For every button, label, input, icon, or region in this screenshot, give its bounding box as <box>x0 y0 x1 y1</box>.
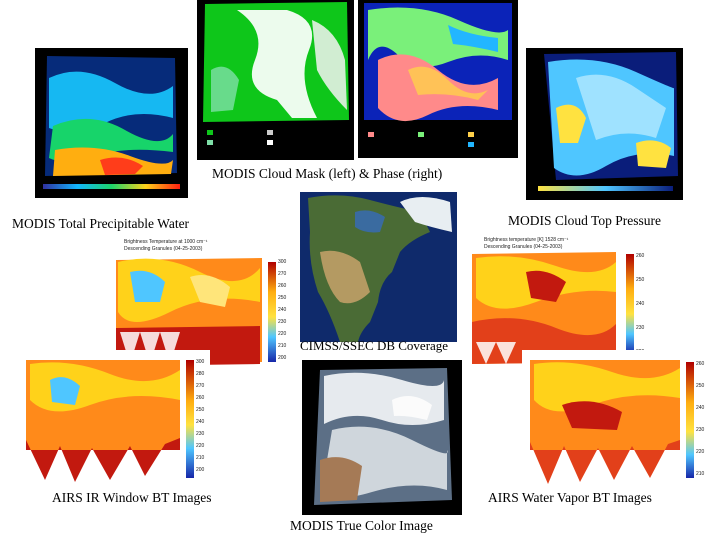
ir-bottom-tick-3: 260 <box>196 395 205 401</box>
modis-cloud-mask-panel <box>197 0 354 160</box>
wv-top-subtitle: Descending Granules (04-25-2003) <box>484 244 563 250</box>
caption-airs-water-vapor: AIRS Water Vapor BT Images <box>488 490 652 505</box>
ir-top-tick-8: 200 <box>278 355 287 361</box>
airs-water-vapor-bottom-panel: 260 250 240 230 220 210 <box>522 350 710 490</box>
ir-top-tick-1: 270 <box>278 271 287 277</box>
ir-bottom-tick-5: 240 <box>196 419 205 425</box>
wv-top-tick-3: 230 <box>636 325 645 331</box>
caption-total-precipitable-water: MODIS Total Precipitable Water <box>12 216 190 231</box>
wv-top-title: Brightness temperature [K] 1528 cm⁻¹ <box>484 237 569 243</box>
ir-top-tick-7: 210 <box>278 343 287 349</box>
ir-top-tick-4: 240 <box>278 307 287 313</box>
wv-bottom-tick-0: 260 <box>696 361 705 367</box>
modis-cloud-top-pressure-panel <box>526 48 683 200</box>
ir-top-subtitle: Descending Granules (04-25-2003) <box>124 246 203 252</box>
wv-top-tick-0: 260 <box>636 253 645 259</box>
ir-bottom-tick-2: 270 <box>196 383 205 389</box>
ir-top-tick-0: 300 <box>278 259 287 265</box>
ir-bottom-tick-6: 230 <box>196 431 205 437</box>
caption-db-coverage: CIMSS/SSEC DB Coverage <box>300 338 449 353</box>
ir-bottom-tick-4: 250 <box>196 407 205 413</box>
wv-bottom-tick-4: 220 <box>696 449 705 455</box>
ir-bottom-tick-1: 280 <box>196 371 205 377</box>
ir-top-tick-5: 230 <box>278 319 287 325</box>
ir-top-tick-2: 260 <box>278 283 287 289</box>
wv-bottom-tick-5: 210 <box>696 471 705 477</box>
modis-true-color-image <box>302 360 462 515</box>
airs-ir-window-bottom-panel: 300 280 270 260 250 240 230 220 210 200 <box>20 350 210 488</box>
db-coverage-map <box>300 192 457 342</box>
modis-cloud-phase-panel <box>358 0 518 158</box>
ir-top-tick-6: 220 <box>278 331 287 337</box>
wv-bottom-tick-2: 240 <box>696 405 705 411</box>
modis-tpw-panel <box>35 48 188 198</box>
caption-cloud-mask-phase: MODIS Cloud Mask (left) & Phase (right) <box>212 166 443 181</box>
airs-ir-window-top-panel: Brightness Temperature at 1000 cm⁻¹ Desc… <box>110 232 290 382</box>
wv-bottom-tick-3: 230 <box>696 427 705 433</box>
caption-true-color: MODIS True Color Image <box>290 518 433 533</box>
wv-top-tick-2: 240 <box>636 301 645 307</box>
wv-bottom-tick-1: 250 <box>696 383 705 389</box>
ir-bottom-tick-0: 300 <box>196 359 205 365</box>
ir-bottom-tick-9: 200 <box>196 467 205 473</box>
caption-cloud-top-pressure: MODIS Cloud Top Pressure <box>508 213 661 228</box>
ir-top-tick-3: 250 <box>278 295 287 301</box>
ir-bottom-tick-7: 220 <box>196 443 205 449</box>
wv-top-tick-1: 250 <box>636 277 645 283</box>
ir-bottom-tick-8: 210 <box>196 455 205 461</box>
caption-airs-ir-window: AIRS IR Window BT Images <box>52 490 212 505</box>
ir-top-title: Brightness Temperature at 1000 cm⁻¹ <box>124 239 208 245</box>
